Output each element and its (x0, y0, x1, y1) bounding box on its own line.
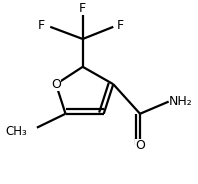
Text: O: O (135, 139, 145, 152)
Text: F: F (117, 19, 124, 32)
Text: O: O (51, 78, 61, 91)
Text: NH₂: NH₂ (169, 95, 192, 108)
Text: CH₃: CH₃ (6, 125, 27, 138)
Text: F: F (37, 19, 45, 32)
Text: F: F (79, 2, 86, 15)
